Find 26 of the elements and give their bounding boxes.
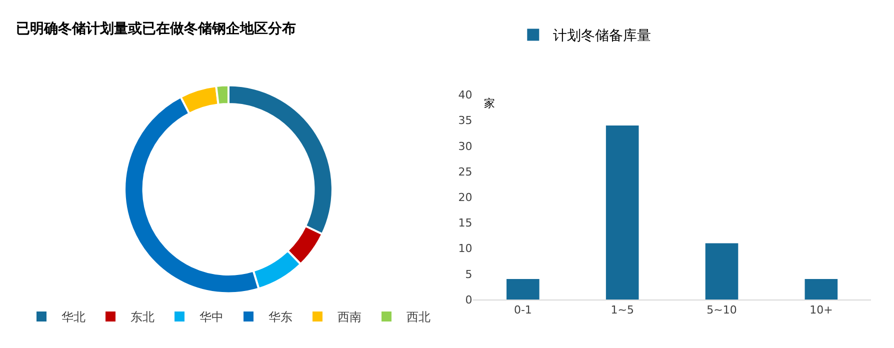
y-tick-label: 15 [458, 216, 472, 230]
legend-label: 西北 [406, 310, 430, 324]
legend-label: 计划冬储备库量 [553, 28, 652, 44]
x-tick-label: 1~5 [610, 304, 634, 317]
x-tick-label: 5~10 [706, 304, 737, 317]
x-tick-label: 0-1 [514, 304, 532, 317]
y-tick-label: 5 [465, 268, 472, 281]
y-tick-label: 10 [458, 242, 472, 256]
y-tick-label: 30 [458, 140, 472, 153]
chart-title: 已明确冬储计划量或已在做冬储钢企地区分布 [16, 21, 296, 37]
y-axis-title: 家 [484, 97, 495, 110]
bar [804, 279, 838, 300]
x-tick-label: 10+ [810, 304, 833, 317]
y-tick-label: 0 [465, 293, 472, 306]
legend-label: 华北 [62, 310, 86, 324]
bar [705, 243, 738, 300]
y-tick-label: 20 [458, 190, 472, 204]
y-tick-label: 25 [458, 165, 472, 178]
legend-label: 东北 [130, 310, 154, 324]
legend-label: 华东 [268, 310, 292, 324]
y-tick-label: 35 [458, 114, 472, 128]
legend-label: 华中 [200, 310, 224, 324]
y-tick-label: 40 [458, 88, 472, 102]
bar [506, 279, 540, 300]
legend-label: 西南 [338, 310, 362, 324]
bar [606, 125, 639, 300]
